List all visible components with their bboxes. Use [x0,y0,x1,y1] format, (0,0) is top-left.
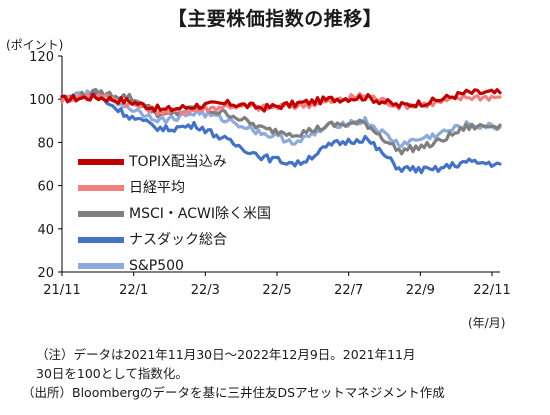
x-tick-label: 22/1 [119,283,148,298]
note-line-2: 30日を100として指数化。 [36,366,188,381]
y-tick-label: 20 [37,266,54,281]
y-tick-label: 60 [37,180,54,195]
chart-notes: （注）データは2021年11月30日～2022年12月9日。2021年11月 3… [22,345,546,402]
y-tick-label: 80 [37,136,54,151]
series-line-2 [60,87,502,156]
series-line-4 [60,89,502,148]
legend-swatch [78,185,124,191]
x-tick-label: 22/5 [262,283,291,298]
source-text: （出所）Bloombergのデータを基に三井住友DSアセットマネジメント作成 [22,385,445,400]
legend-label: ナスダック総合 [129,232,227,248]
x-tick-label: 22/11 [473,283,510,298]
legend-swatch [78,263,124,269]
legend-swatch [78,159,124,165]
x-tick-label: 22/3 [191,283,220,298]
x-tick-label: 22/7 [334,283,363,298]
legend-label: 日経平均 [129,180,185,196]
chart-title: 【主要株価指数の推移】 [167,8,383,30]
legend-label: S&P500 [129,258,184,274]
series-line-0 [60,88,502,113]
note-line-1: （注）データは2021年11月30日～2022年12月9日。2021年11月 [36,347,416,362]
legend-swatch [78,211,124,217]
x-tick-label: 21/11 [43,283,80,298]
y-axis-unit: (ポイント) [6,38,64,52]
series-line-1 [60,92,502,116]
legend-swatch [78,237,124,243]
legend-label: MSCI・ACWI除く米国 [129,206,271,222]
series-line-3 [60,91,502,175]
y-tick-label: 100 [29,93,54,108]
y-tick-label: 40 [37,223,54,238]
x-axis-unit: (年/月) [468,316,506,330]
y-tick-label: 120 [29,50,54,65]
legend-label: TOPIX配当込み [129,154,227,170]
x-tick-label: 22/9 [406,283,435,298]
